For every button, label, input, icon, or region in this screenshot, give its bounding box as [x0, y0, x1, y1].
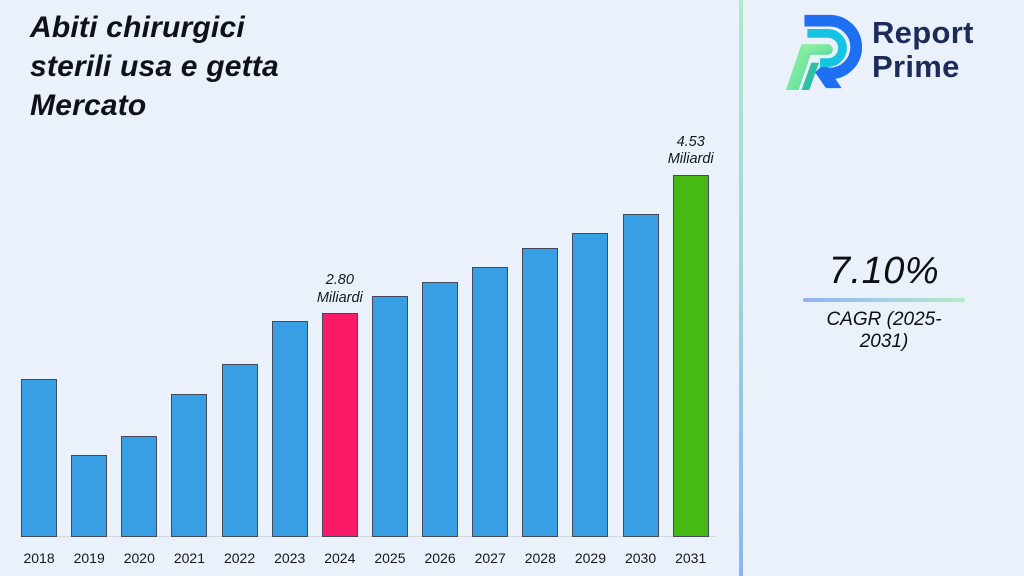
report-prime-logo-icon: [785, 14, 862, 91]
page-title: Abiti chirurgici sterili usa e getta Mer…: [30, 11, 279, 122]
bar-column-2021: 2021: [164, 138, 214, 576]
x-tick-2030: 2030: [624, 550, 657, 566]
bar-column-2027: 2027: [465, 138, 515, 576]
bar-column-2023: 2023: [265, 138, 315, 576]
x-tick-2018: 2018: [23, 550, 55, 566]
bar-2030: [622, 213, 659, 537]
bar-2023: [271, 321, 308, 537]
x-tick-2021: 2021: [173, 550, 206, 566]
bar-column-2020: 2020: [114, 138, 164, 576]
cagr-value: 7.10%: [828, 250, 940, 292]
bar-2025: [371, 296, 408, 537]
x-tick-2031: 2031: [675, 550, 707, 566]
x-axis-line: [20, 536, 716, 537]
bar-2018: [21, 379, 58, 537]
cagr-underline: [803, 298, 965, 302]
x-tick-2020: 2020: [123, 550, 155, 566]
x-tick-2028: 2028: [524, 550, 556, 566]
bar-annotation-2024: 2.80 Miliardi: [316, 272, 363, 306]
bar-column-2018: 2018: [14, 138, 64, 576]
bar-column-2019: 2019: [64, 138, 114, 576]
bar-column-2028: 2028: [515, 138, 565, 576]
brand-name-line1: Report: [872, 15, 974, 50]
bar-2024: [321, 313, 358, 537]
x-tick-2026: 2026: [424, 550, 456, 566]
bar-column-2025: 2025: [365, 138, 415, 576]
bar-column-2022: 2022: [215, 138, 265, 576]
bar-2031: [672, 174, 709, 537]
bar-2019: [71, 455, 108, 537]
bar-column-2026: 2026: [415, 138, 465, 576]
bar-2028: [522, 248, 559, 537]
bar-2020: [121, 436, 158, 537]
bar-2021: [171, 393, 208, 537]
cagr-label: CAGR (2025-2031): [826, 309, 942, 352]
bar-chart: 2018 2019 2020 2021 2022 2023 2.80 Miliardi 202…: [14, 134, 716, 576]
x-tick-2019: 2019: [73, 550, 105, 566]
x-tick-2022: 2022: [223, 550, 256, 566]
brand-header: Report Prime: [784, 8, 974, 92]
vertical-divider: [739, 0, 743, 576]
x-tick-2023: 2023: [274, 550, 306, 566]
bar-column-2030: 2030: [616, 138, 666, 576]
x-tick-2029: 2029: [574, 550, 607, 566]
bar-column-2031: 4.53 Miliardi 2031: [666, 134, 716, 576]
bar-annotation-2031: 4.53 Miliardi: [667, 133, 714, 168]
bar-2029: [572, 233, 609, 537]
x-tick-2027: 2027: [474, 550, 506, 566]
bar-2026: [422, 281, 459, 537]
bar-column-2024: 2.80 Miliardi 2024: [315, 138, 365, 576]
bar-column-2029: 2029: [565, 138, 615, 576]
brand-name: Report Prime: [872, 16, 974, 84]
x-tick-2024: 2024: [324, 550, 356, 566]
brand-name-line2: Prime: [872, 49, 960, 84]
x-tick-2025: 2025: [374, 550, 406, 566]
cagr-block: 7.10% CAGR (2025-2031): [803, 250, 965, 353]
bar-2027: [472, 266, 509, 537]
bar-2022: [221, 364, 258, 537]
